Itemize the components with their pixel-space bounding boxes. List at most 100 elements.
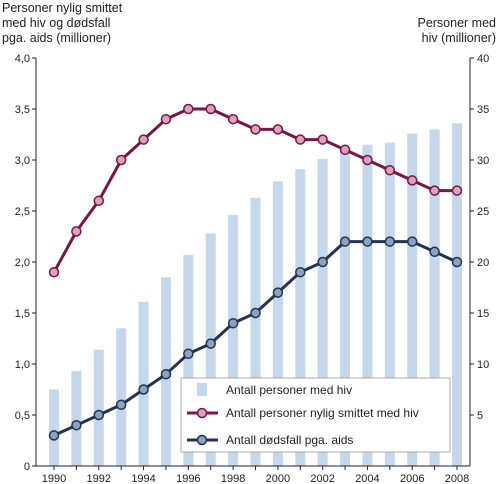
bar-hiv-1993 [116,328,127,466]
left-axis-title-line-3: pga. aids (millioner) [2,31,111,45]
point-deaths-1997 [205,338,216,349]
left-tick-label: 0,5 [15,410,30,422]
point-new-infections-1991 [71,226,82,237]
point-deaths-2003 [339,236,351,247]
legend-label-deaths: Antall dødsfall pga. aids [226,433,353,447]
left-tick-label: 3,5 [15,104,30,116]
point-deaths-1991 [71,419,82,431]
point-deaths-1999 [250,307,261,319]
point-new-infections-2005 [384,164,396,176]
right-tick-label: 20 [477,257,489,269]
left-axis-title-line-2: med hiv og dødsfall [2,16,110,30]
point-deaths-2001 [295,266,306,278]
point-new-infections-1998 [227,113,239,125]
left-tick-label: 2,5 [15,206,30,218]
bar-hiv-1996 [183,254,194,466]
point-new-infections-2003 [339,144,351,156]
left-tick-label: 1,0 [15,359,30,371]
point-new-infections-2000 [272,124,284,135]
point-deaths-1995 [160,368,172,380]
point-deaths-1994 [138,384,149,395]
x-tick-label: 1996 [176,473,200,484]
lines-layer [48,103,463,441]
right-tick-label: 5 [477,410,483,422]
ticks-layer: 0 0,5 1,0 1,5 2,0 2,5 3,0 3,5 4,0 5 10 15 20 25 30 35 40… [15,53,490,484]
right-tick-label: 40 [477,53,489,65]
x-tick-label: 1990 [42,473,66,484]
x-tick-label: 2000 [266,473,290,484]
point-deaths-2005 [384,236,396,247]
bar-hiv-1997 [205,233,216,466]
bar-hiv-2003 [340,150,351,466]
point-new-infections-1994 [138,134,149,145]
bar-hiv-1992 [93,349,104,466]
right-tick-label: 25 [477,206,489,218]
right-axis-title-line-1: Personer med [417,16,496,30]
bars-layer [49,123,462,467]
point-new-infections-1999 [250,124,261,135]
point-deaths-2007 [429,246,440,258]
right-axis-title-line-2: hiv (millioner) [422,31,496,45]
bar-hiv-1994 [138,301,149,466]
x-tick-label: 1998 [221,473,245,484]
point-new-infections-2008 [451,185,463,196]
left-tick-label: 4,0 [15,53,30,65]
right-tick-label: 30 [477,155,489,167]
point-new-infections-1997 [205,103,216,115]
bar-hiv-1991 [71,371,82,466]
legend-marker-deaths [196,434,208,446]
legend-swatch-hiv-bars [197,383,207,396]
legend-marker-new-infections [196,407,208,419]
bar-hiv-1999 [250,197,261,467]
point-deaths-1992 [93,409,105,421]
legend-box [180,377,451,453]
left-tick-label: 0 [24,461,30,473]
bar-hiv-2004 [362,144,373,466]
point-deaths-2000 [272,287,284,298]
bar-hiv-2001 [295,169,306,466]
point-deaths-2004 [362,236,373,247]
point-new-infections-1993 [115,154,127,166]
point-deaths-2008 [451,256,463,268]
point-new-infections-1990 [48,266,60,278]
left-tick-label: 2,0 [15,257,30,269]
bar-hiv-2007 [429,129,440,466]
point-deaths-1996 [183,348,194,360]
right-tick-label: 35 [477,104,489,116]
point-new-infections-2007 [429,185,440,196]
point-deaths-1998 [227,317,239,329]
point-new-infections-1996 [183,103,194,115]
point-new-infections-2001 [295,134,306,145]
bar-hiv-2006 [407,133,418,467]
point-new-infections-1992 [93,195,105,207]
bar-hiv-2002 [317,158,328,467]
right-tick-label: 15 [477,308,489,320]
x-tick-label: 2002 [310,473,334,484]
point-new-infections-2002 [317,134,328,145]
bar-hiv-1990 [49,389,59,466]
left-axis-title-line-1: Personer nylig smittet [2,1,123,15]
x-tick-label: 1992 [87,473,111,484]
bar-hiv-2005 [384,142,395,466]
legend-label-hiv: Antall personer med hiv [226,383,352,397]
bar-hiv-2000 [272,181,283,467]
point-deaths-2002 [317,256,328,268]
left-tick-label: 3,0 [15,155,30,167]
bar-hiv-1998 [228,215,239,466]
legend: Antall personer med hiv Antall personer … [180,377,451,453]
legend-label-new-infections: Antall personer nylig smittet med hiv [226,406,419,420]
right-tick-label: 10 [477,359,489,371]
bar-hiv-2008 [452,123,462,466]
point-new-infections-2006 [406,175,418,186]
x-tick-label: 2004 [355,473,379,484]
x-tick-label: 1994 [131,473,155,484]
x-tick-label: 2008 [445,473,469,484]
left-tick-label: 1,5 [15,308,30,320]
point-new-infections-1995 [160,113,172,125]
point-new-infections-2004 [362,154,373,166]
point-deaths-1993 [115,399,127,411]
x-tick-label: 2006 [400,473,424,484]
point-deaths-1990 [48,430,60,441]
